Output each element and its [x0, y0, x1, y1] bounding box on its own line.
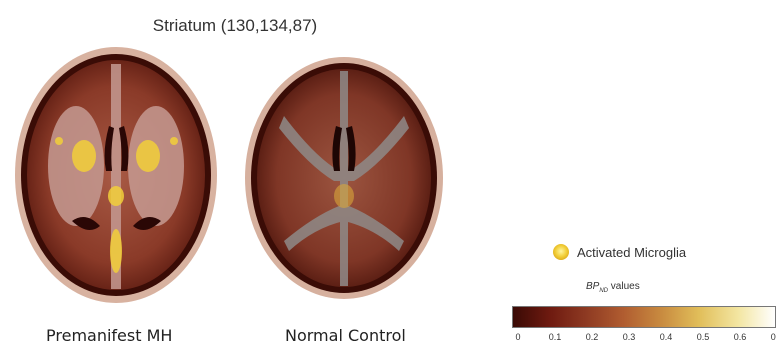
microglia-dot-icon	[553, 244, 569, 260]
colorbar-tick-label: 0.1	[548, 332, 562, 342]
colorbar-tick-label: 0.6	[733, 332, 747, 342]
colorbar-ticks: 0 0.1 0.2 0.3 0.4 0.5 0.6 0.7	[0, 332, 776, 348]
colorbar-tick-label: 0.2	[585, 332, 599, 342]
legend-activated-microglia: Activated Microglia	[553, 244, 686, 260]
colorbar-tick-label: 0.3	[622, 332, 636, 342]
caption-normal-control: Normal Control	[285, 326, 406, 345]
legend-label: Activated Microglia	[577, 244, 687, 260]
colorbar-tick-label: 0.5	[696, 332, 710, 342]
colorbar-tick-label: 0.7	[770, 332, 776, 342]
colorbar-title: BPND values	[586, 281, 640, 294]
brain-scan-normal-control	[245, 57, 443, 299]
colorbar	[512, 306, 776, 328]
colorbar-tick-label: 0	[515, 332, 521, 342]
figure-title: Striatum (130,134,87)	[152, 16, 318, 35]
caption-premanifest-mh: Premanifest MH	[46, 326, 173, 345]
brain-scan-premanifest-mh	[15, 47, 217, 303]
colorbar-tick-label: 0.4	[659, 332, 673, 342]
